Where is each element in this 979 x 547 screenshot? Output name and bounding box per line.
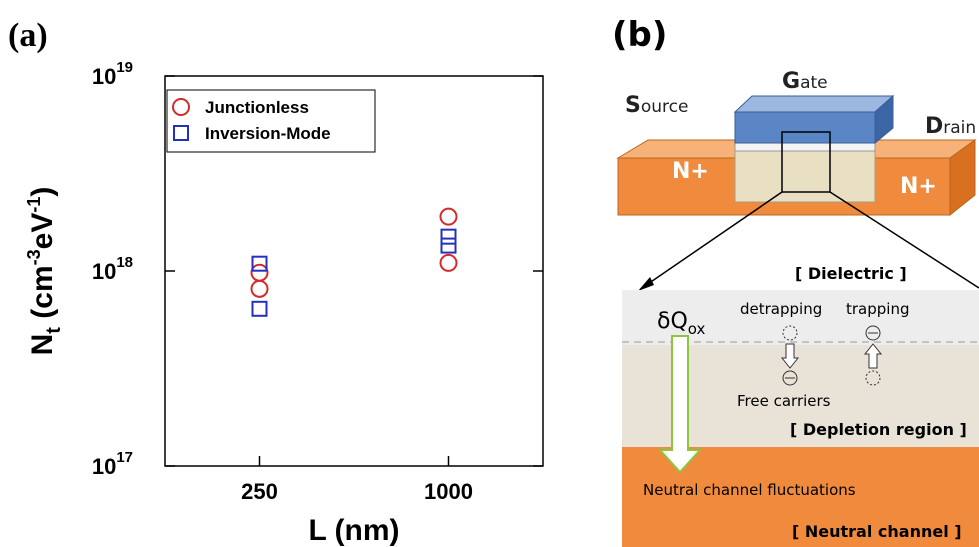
- free-carriers-label: Free carriers: [737, 392, 831, 410]
- label-rest: ource: [641, 97, 689, 117]
- y-tick-exp: 17: [116, 449, 133, 466]
- zoom-line: [641, 191, 783, 289]
- gate-top: [733, 95, 895, 113]
- marker-circle: [250, 263, 269, 282]
- zoom-box: [781, 131, 831, 193]
- electron: [865, 325, 881, 341]
- charge-main: δQ: [657, 309, 688, 334]
- y-label-part: (cm: [26, 265, 59, 327]
- marker-square: [440, 228, 457, 245]
- gate-front: [734, 111, 876, 144]
- x-tick-label: 250: [241, 479, 278, 504]
- channel: [734, 149, 876, 203]
- y-label-part: N: [26, 334, 59, 356]
- gate-label: Gate: [782, 69, 828, 94]
- y-tick-label: 1018: [92, 254, 133, 284]
- chart-a: (a) L (nm) Nt (cm-3eV-1) 101710181019250…: [8, 17, 544, 547]
- charge-label: δQox: [657, 309, 705, 338]
- marker-circle: [439, 253, 458, 272]
- y-tick-exp: 19: [116, 59, 133, 76]
- label-initial: S: [625, 93, 641, 118]
- label-initial: D: [925, 114, 943, 139]
- marker-circle: [172, 98, 190, 116]
- x-axis-label: L (nm): [308, 514, 399, 547]
- fluctuation-arrow: [657, 335, 703, 474]
- diagram-b: (b) Source Gate Drain N+ N+ [ Dielectric…: [612, 15, 979, 547]
- y-tick-exp: 18: [116, 254, 133, 271]
- y-label-part: ): [26, 187, 59, 197]
- detrap-arrow: [780, 343, 800, 369]
- empty-trap: [865, 370, 881, 386]
- y-axis-label: Nt (cm-3eV-1): [24, 187, 65, 356]
- marker-square: [440, 237, 457, 254]
- y-tick-label: 1017: [92, 449, 133, 479]
- arrow-head: [638, 277, 654, 291]
- y-label-part: -1: [24, 197, 44, 213]
- legend-label: Inversion-Mode: [205, 124, 331, 143]
- y-label-part: eV: [26, 213, 59, 250]
- drain-label: Drain: [925, 114, 976, 139]
- electron: [782, 370, 798, 386]
- legend-box: [166, 89, 376, 153]
- doping-label: N+: [672, 159, 709, 184]
- dielectric-label: [ Dielectric ]: [795, 264, 907, 283]
- label-initial: G: [782, 69, 800, 94]
- depletion-label: [ Depletion region ]: [790, 420, 967, 439]
- panel-label: (b): [612, 15, 667, 55]
- y-tick-base: 10: [92, 64, 116, 89]
- legend-label: Junctionless: [205, 98, 309, 117]
- y-tick-label: 1019: [92, 59, 133, 89]
- doping-label: N+: [900, 174, 937, 199]
- neutral-label: [ Neutral channel ]: [792, 522, 962, 541]
- y-tick-base: 10: [92, 259, 116, 284]
- dielectric-layer: [734, 142, 876, 152]
- x-tick-label: 1000: [424, 479, 473, 504]
- zoom-line: [829, 191, 979, 289]
- empty-trap: [782, 325, 798, 341]
- panel-label: (a): [8, 17, 48, 54]
- marker-square: [251, 255, 268, 272]
- y-tick-base: 10: [92, 454, 116, 479]
- label-rest: rain: [943, 118, 976, 138]
- source-label: Source: [625, 93, 688, 118]
- detrapping-label: detrapping: [740, 300, 822, 318]
- y-label-part: t: [43, 327, 65, 334]
- marker-square: [251, 300, 268, 317]
- marker-square: [173, 125, 189, 141]
- fluctuations-label: Neutral channel fluctuations: [643, 481, 856, 499]
- label-rest: ate: [800, 73, 828, 93]
- y-label-part: -3: [24, 249, 44, 265]
- trap-arrow: [863, 343, 883, 369]
- charge-sub: ox: [688, 320, 706, 338]
- trapping-label: trapping: [846, 300, 909, 318]
- marker-circle: [439, 207, 458, 226]
- marker-circle: [250, 279, 269, 298]
